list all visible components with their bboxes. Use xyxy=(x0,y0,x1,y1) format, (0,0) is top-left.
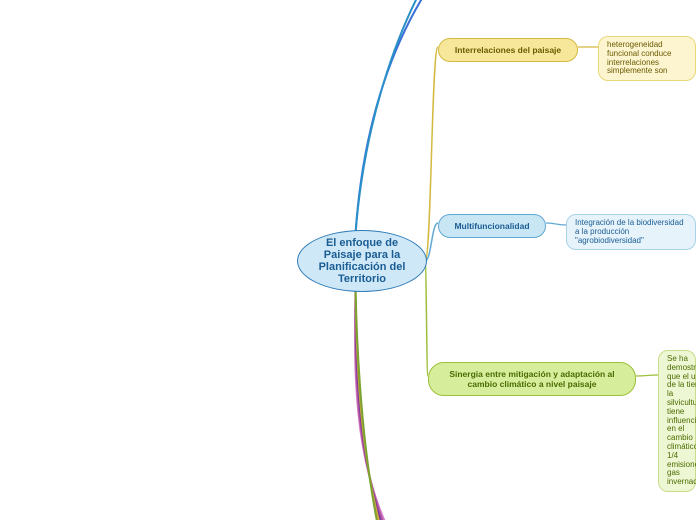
branch-node-b3[interactable]: Sinergia entre mitigación y adaptación a… xyxy=(428,362,636,396)
leaf-node-b2[interactable]: Integración de la biodiversidad a la pro… xyxy=(566,214,696,250)
branch-label: Multifuncionalidad xyxy=(454,221,529,231)
leaf-label: Integración de la biodiversidad a la pro… xyxy=(575,219,687,245)
center-label: El enfoque de Paisaje para la Planificac… xyxy=(312,237,412,285)
leaf-label: heterogeneidad funcional conduce interre… xyxy=(607,41,687,76)
branch-node-b1[interactable]: Interrelaciones del paisaje xyxy=(438,38,578,62)
branch-label: Sinergia entre mitigación y adaptación a… xyxy=(441,369,623,389)
branch-node-b2[interactable]: Multifuncionalidad xyxy=(438,214,546,238)
leaf-node-b1[interactable]: heterogeneidad funcional conduce interre… xyxy=(598,36,696,81)
leaf-node-b3[interactable]: Se ha demostrado que el uso de la tierra… xyxy=(658,350,696,492)
branch-label: Interrelaciones del paisaje xyxy=(455,45,561,55)
center-node[interactable]: El enfoque de Paisaje para la Planificac… xyxy=(297,230,427,292)
leaf-label: Se ha demostrado que el uso de la tierra… xyxy=(667,355,696,487)
